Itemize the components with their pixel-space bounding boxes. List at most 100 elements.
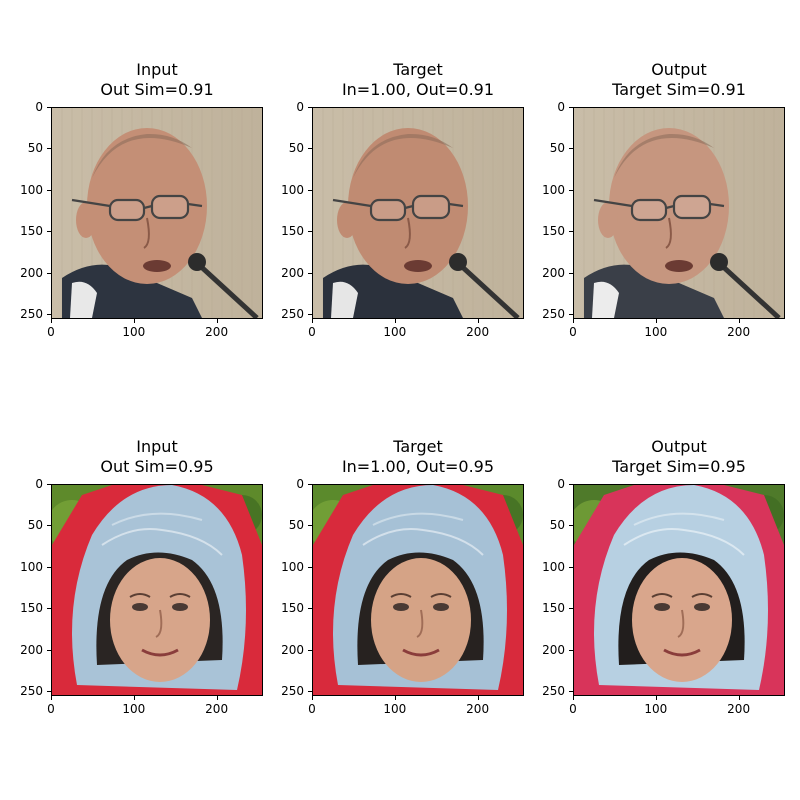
y-tick-mark bbox=[308, 231, 312, 233]
y-tick-label: 100 bbox=[542, 182, 565, 197]
x-tick-label: 100 bbox=[122, 325, 146, 339]
y-tick-mark bbox=[308, 691, 312, 693]
y-tick-label: 150 bbox=[20, 224, 43, 239]
image-panel bbox=[573, 107, 785, 319]
y-tick-label: 250 bbox=[281, 307, 304, 322]
image-panel bbox=[51, 484, 263, 696]
y-tick-mark bbox=[569, 566, 573, 568]
y-tick-label: 0 bbox=[557, 100, 565, 114]
woman-in-blue-hood-and-red-jacket-photo bbox=[573, 484, 785, 696]
y-tick-label: 150 bbox=[20, 601, 43, 616]
y-tick-mark bbox=[47, 272, 51, 274]
y-tick-mark bbox=[47, 691, 51, 693]
y-tick-label: 50 bbox=[288, 518, 304, 533]
x-tick-label: 0 bbox=[569, 325, 577, 339]
y-tick-label: 100 bbox=[542, 559, 565, 574]
y-tick-mark bbox=[569, 525, 573, 527]
x-tick-label: 200 bbox=[205, 325, 229, 339]
x-tick-label: 100 bbox=[122, 702, 146, 716]
x-tick-label: 200 bbox=[727, 325, 751, 339]
y-tick-mark bbox=[47, 608, 51, 610]
x-tick-mark bbox=[738, 696, 740, 700]
panel-title: Output Target Sim=0.95 bbox=[612, 437, 746, 476]
y-tick-mark bbox=[47, 189, 51, 191]
y-tick-label: 0 bbox=[35, 477, 43, 491]
x-tick-mark bbox=[394, 696, 396, 700]
y-tick-mark bbox=[47, 566, 51, 568]
y-tick-label: 50 bbox=[288, 141, 304, 156]
y-tick-mark bbox=[569, 107, 573, 108]
y-tick-mark bbox=[308, 148, 312, 150]
y-tick-mark bbox=[47, 314, 51, 316]
x-tick-mark bbox=[573, 319, 574, 323]
x-tick-mark bbox=[655, 696, 657, 700]
x-tick-label: 200 bbox=[205, 702, 229, 716]
image-panel bbox=[573, 484, 785, 696]
y-tick-label: 200 bbox=[20, 642, 43, 657]
x-tick-label: 0 bbox=[47, 325, 55, 339]
x-tick-label: 200 bbox=[727, 702, 751, 716]
y-tick-label: 250 bbox=[20, 307, 43, 322]
y-tick-mark bbox=[569, 189, 573, 191]
y-tick-label: 100 bbox=[281, 182, 304, 197]
y-tick-mark bbox=[308, 649, 312, 651]
y-tick-label: 200 bbox=[281, 642, 304, 657]
y-tick-mark bbox=[308, 189, 312, 191]
y-tick-label: 250 bbox=[542, 684, 565, 699]
image-panel bbox=[312, 107, 524, 319]
y-tick-label: 50 bbox=[549, 518, 565, 533]
y-tick-label: 150 bbox=[542, 601, 565, 616]
y-tick-label: 250 bbox=[20, 684, 43, 699]
y-tick-mark bbox=[47, 525, 51, 527]
y-tick-mark bbox=[308, 107, 312, 108]
x-tick-label: 100 bbox=[644, 702, 668, 716]
y-tick-mark bbox=[308, 566, 312, 568]
x-tick-label: 0 bbox=[47, 702, 55, 716]
y-tick-mark bbox=[308, 484, 312, 485]
x-tick-mark bbox=[394, 319, 396, 323]
y-tick-mark bbox=[308, 272, 312, 274]
y-tick-mark bbox=[47, 649, 51, 651]
y-tick-mark bbox=[569, 148, 573, 150]
x-tick-mark bbox=[312, 696, 313, 700]
y-tick-mark bbox=[569, 649, 573, 651]
y-tick-mark bbox=[47, 148, 51, 150]
woman-in-blue-hood-and-red-jacket-photo bbox=[51, 484, 263, 696]
panel-title: Input Out Sim=0.95 bbox=[100, 437, 214, 476]
y-tick-label: 0 bbox=[557, 477, 565, 491]
y-tick-mark bbox=[569, 608, 573, 610]
bald-man-with-glasses-and-microphone-photo bbox=[312, 107, 524, 319]
y-tick-label: 150 bbox=[281, 601, 304, 616]
y-tick-label: 100 bbox=[281, 559, 304, 574]
x-tick-label: 200 bbox=[466, 325, 490, 339]
y-tick-mark bbox=[569, 314, 573, 316]
panel-title: Target In=1.00, Out=0.95 bbox=[341, 437, 495, 476]
y-tick-mark bbox=[569, 484, 573, 485]
y-tick-label: 100 bbox=[20, 559, 43, 574]
bald-man-with-glasses-and-microphone-photo bbox=[573, 107, 785, 319]
x-tick-mark bbox=[216, 319, 218, 323]
x-tick-mark bbox=[133, 696, 135, 700]
y-tick-mark bbox=[308, 608, 312, 610]
y-tick-label: 250 bbox=[542, 307, 565, 322]
y-tick-label: 150 bbox=[281, 224, 304, 239]
x-tick-mark bbox=[655, 319, 657, 323]
y-tick-mark bbox=[569, 691, 573, 693]
y-tick-mark bbox=[308, 525, 312, 527]
x-tick-label: 0 bbox=[308, 325, 316, 339]
x-tick-mark bbox=[51, 319, 52, 323]
y-tick-label: 250 bbox=[281, 684, 304, 699]
x-tick-mark bbox=[738, 319, 740, 323]
y-tick-label: 50 bbox=[27, 518, 43, 533]
x-tick-mark bbox=[51, 696, 52, 700]
y-tick-label: 0 bbox=[296, 100, 304, 114]
y-tick-label: 0 bbox=[35, 100, 43, 114]
woman-in-blue-hood-and-red-jacket-photo bbox=[312, 484, 524, 696]
y-tick-label: 200 bbox=[20, 265, 43, 280]
panel-title: Input Out Sim=0.91 bbox=[100, 60, 214, 99]
y-tick-label: 150 bbox=[542, 224, 565, 239]
y-tick-mark bbox=[569, 272, 573, 274]
x-tick-mark bbox=[133, 319, 135, 323]
y-tick-mark bbox=[308, 314, 312, 316]
y-tick-mark bbox=[47, 107, 51, 108]
